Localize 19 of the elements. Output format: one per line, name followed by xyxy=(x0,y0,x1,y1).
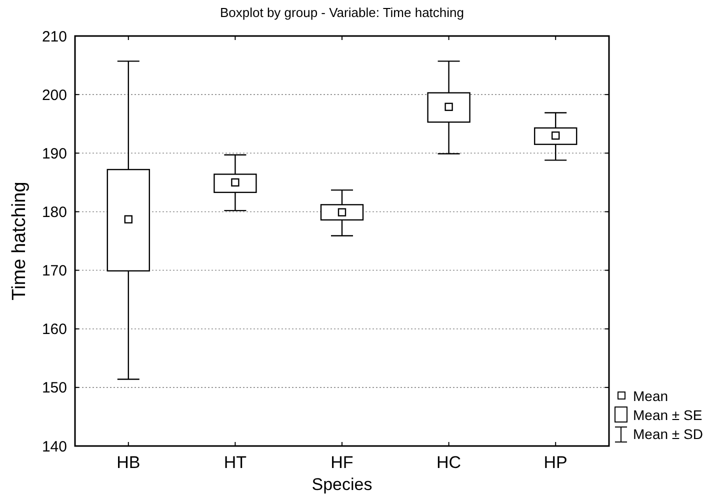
text: Mean xyxy=(633,388,668,404)
x-tick-label: HC xyxy=(436,453,462,472)
x-tick-label: HB xyxy=(116,453,140,472)
y-tick-label: 200 xyxy=(42,86,67,104)
y-tick-label: 180 xyxy=(42,204,67,221)
y-tick-label: 210 xyxy=(42,28,67,46)
y-tick-label: 140 xyxy=(42,438,67,456)
x-axis-title: Species xyxy=(312,475,372,494)
y-tick-label: 160 xyxy=(42,321,67,338)
y-axis-title: Time hatching xyxy=(9,182,30,300)
x-tick-label: HT xyxy=(224,453,247,472)
y-tick-label: 170 xyxy=(42,262,67,280)
x-tick-label: HF xyxy=(330,453,354,472)
text: Mean ± SE xyxy=(633,406,702,423)
y-tick-label: 190 xyxy=(42,145,67,162)
y-tick-label: 150 xyxy=(42,380,67,397)
chart-title: Boxplot by group - Variable: Time hatching xyxy=(220,5,464,20)
x-tick-label: HP xyxy=(544,453,568,472)
text: Mean ± SD xyxy=(633,426,703,442)
